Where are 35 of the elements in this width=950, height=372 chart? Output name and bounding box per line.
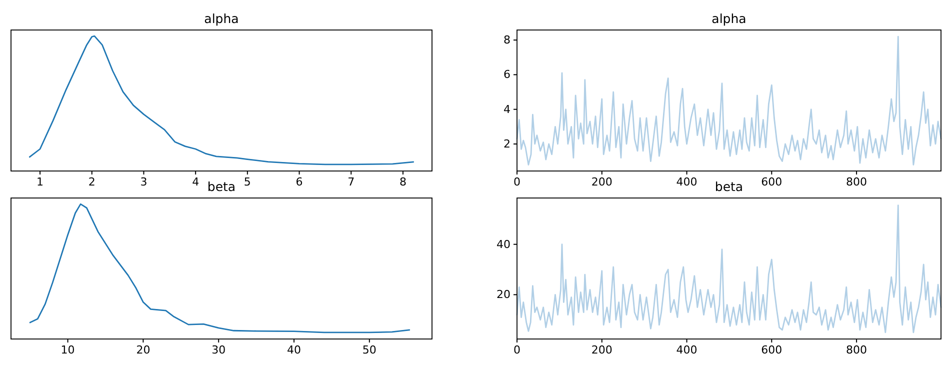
x-tick-label: 30 (212, 343, 226, 356)
x-tick-label: 0 (514, 175, 520, 188)
x-tick-label: 1 (36, 175, 44, 188)
x-tick-label: 800 (846, 343, 868, 356)
x-tick-label: 800 (846, 175, 868, 188)
y-tick-label: 20 (496, 288, 510, 302)
x-tick-label: 400 (676, 175, 698, 188)
x-tick-label: 3 (140, 175, 148, 188)
y-tick-label: 8 (504, 34, 510, 47)
x-tick-label: 20 (136, 343, 150, 356)
x-tick-label: 50 (362, 343, 376, 356)
x-tick-label: 8 (399, 175, 406, 188)
chart-title: beta (207, 179, 236, 194)
x-tick-label: 5 (244, 175, 251, 188)
line-series (516, 204, 942, 334)
x-tick-label: 10 (60, 343, 75, 356)
x-tick-label: 600 (761, 343, 782, 356)
x-tick-label: 0 (514, 343, 520, 356)
y-tick-label: 4 (504, 102, 510, 116)
x-tick-label: 6 (296, 175, 303, 188)
chart-title: alpha (204, 11, 239, 26)
chart-title: beta (714, 179, 744, 194)
x-tick-label: 7 (348, 175, 355, 188)
line-series (516, 36, 942, 166)
x-tick-label: 200 (591, 175, 612, 188)
x-tick-label: 40 (287, 343, 302, 356)
x-tick-label: 4 (192, 175, 200, 188)
y-tick-label: 6 (504, 68, 510, 82)
chart-title: alpha (712, 11, 746, 26)
x-tick-label: 400 (676, 343, 698, 356)
y-tick-label: 40 (496, 238, 510, 251)
y-tick-label: 2 (504, 138, 510, 150)
x-tick-label: 600 (761, 175, 782, 188)
x-tick-label: 200 (591, 343, 612, 356)
x-tick-label: 2 (88, 175, 96, 188)
